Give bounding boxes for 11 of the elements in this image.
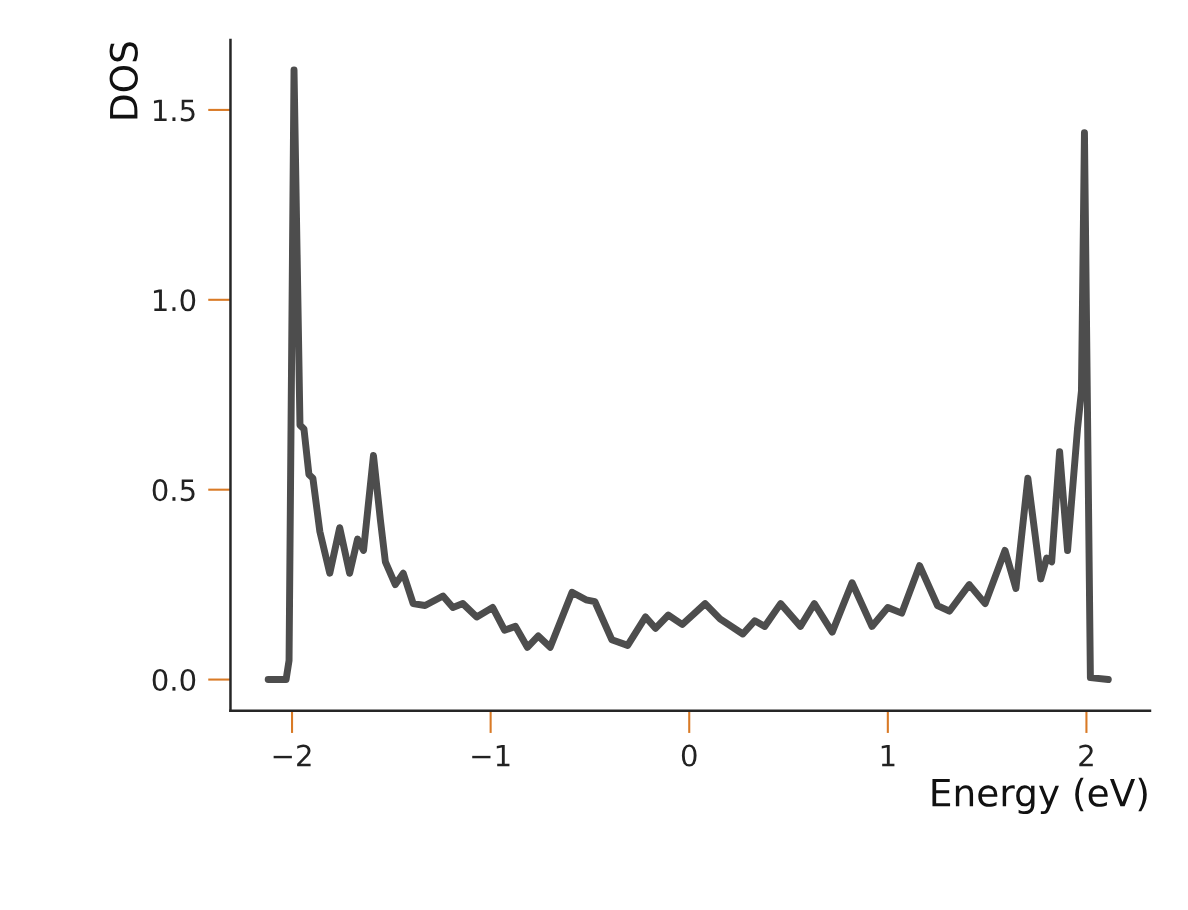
y-tick-label: 1.0: [153, 289, 196, 312]
x-tick-label: 1: [881, 744, 895, 767]
x-tick-label: −1: [472, 744, 510, 767]
x-tick-label: −2: [273, 744, 311, 767]
y-tick-label: 1.5: [153, 99, 195, 122]
y-tick-label: 0.5: [152, 479, 195, 502]
x-axis-title: Energy (eV): [932, 777, 1147, 815]
y-axis-title: DOS: [109, 42, 138, 119]
x-tick-label: 2: [1079, 744, 1093, 767]
y-tick-label: 0.0: [152, 669, 196, 692]
x-tick-label: 0: [681, 744, 697, 767]
